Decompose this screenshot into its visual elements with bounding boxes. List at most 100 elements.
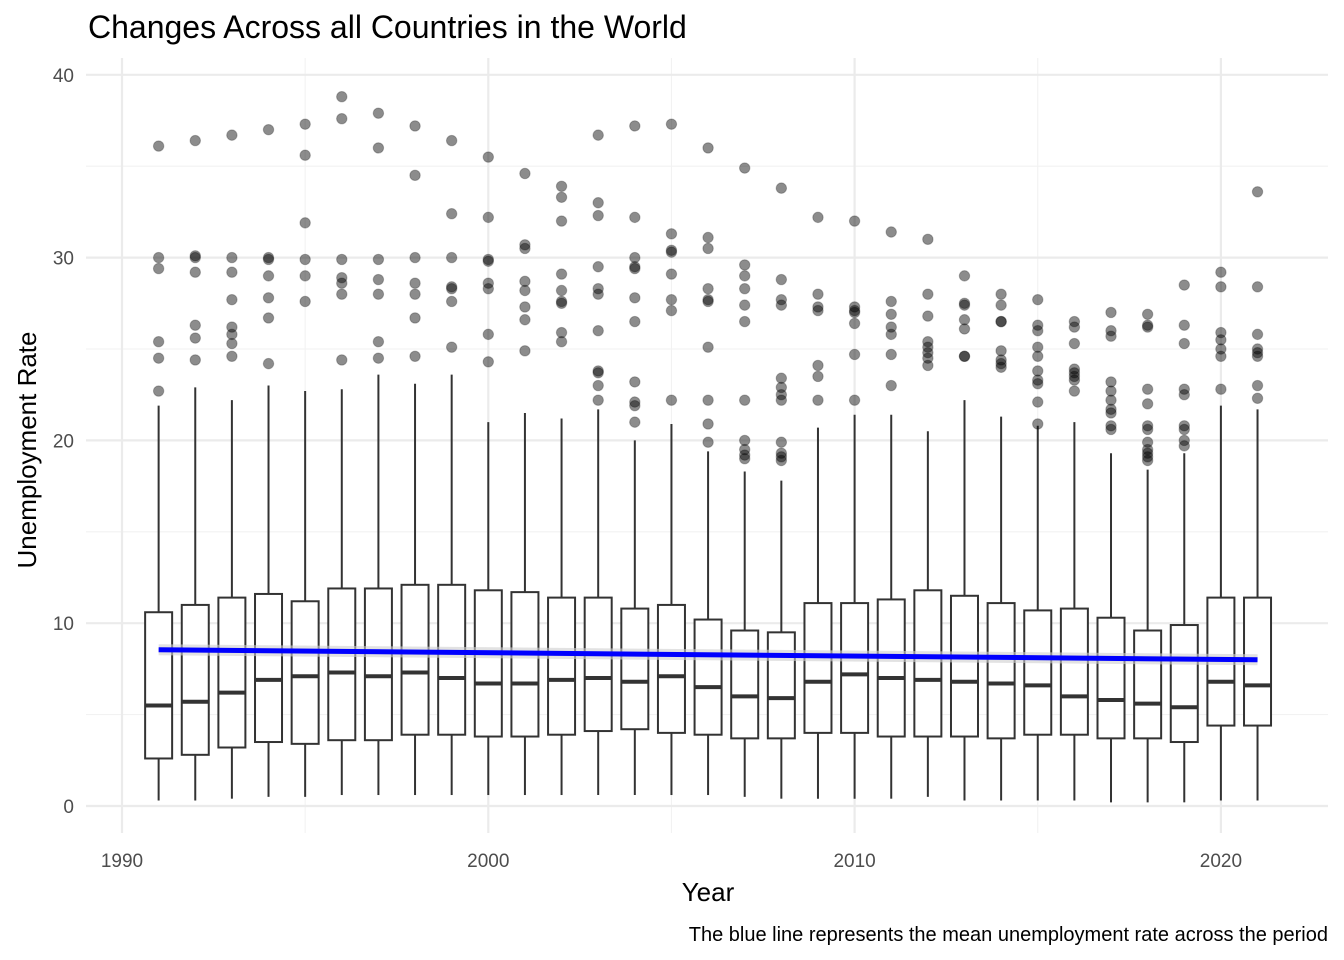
box-2021 xyxy=(1243,186,1273,801)
outlier-point xyxy=(372,107,385,119)
outlier-point xyxy=(1251,281,1264,293)
outlier-point xyxy=(299,295,311,308)
outlier-point xyxy=(848,348,861,361)
outlier-point xyxy=(1068,363,1081,375)
box-2001 xyxy=(510,167,540,796)
box-1994 xyxy=(254,123,284,797)
outlier-point xyxy=(1105,376,1117,388)
box-iqr xyxy=(876,598,906,738)
outlier-point xyxy=(629,376,641,388)
outlier-point xyxy=(629,416,641,428)
box-2017 xyxy=(1096,306,1126,803)
outlier-point xyxy=(482,253,494,266)
outlier-point xyxy=(1068,315,1081,328)
outlier-point xyxy=(1215,334,1227,346)
outlier-point xyxy=(519,345,531,357)
outlier-point xyxy=(665,394,678,406)
outlier-point xyxy=(1141,383,1154,395)
box-iqr xyxy=(510,591,540,738)
box-2015 xyxy=(1023,293,1053,801)
outlier-point xyxy=(1141,451,1154,463)
box-iqr xyxy=(400,583,430,736)
outlier-point xyxy=(226,337,238,350)
outlier-point xyxy=(445,281,458,293)
outlier-point xyxy=(739,299,751,311)
outlier-point xyxy=(775,389,788,401)
outlier-point xyxy=(519,284,531,297)
outlier-point xyxy=(995,315,1007,328)
outlier-point xyxy=(1105,403,1117,416)
outlier-point xyxy=(848,306,861,319)
outlier-point xyxy=(812,394,824,406)
outlier-point xyxy=(702,142,714,154)
outlier-point xyxy=(445,282,458,295)
outlier-point xyxy=(702,341,714,353)
outlier-point xyxy=(1178,434,1190,447)
outlier-point xyxy=(1178,319,1190,331)
outlier-point xyxy=(262,270,275,282)
outlier-point xyxy=(519,167,531,180)
outlier-point xyxy=(592,325,604,337)
outlier-point xyxy=(629,399,641,412)
outlier-point xyxy=(812,370,824,383)
box-iqr xyxy=(473,589,503,738)
box-1999 xyxy=(437,134,467,796)
outlier-point xyxy=(995,288,1007,300)
outlier-point xyxy=(739,434,751,447)
outlier-point xyxy=(372,142,385,154)
chart-caption: The blue line represents the mean unempl… xyxy=(689,924,1328,946)
box-2011 xyxy=(876,226,906,799)
outlier-point xyxy=(299,217,311,229)
outlier-point xyxy=(1032,319,1044,331)
outlier-point xyxy=(629,120,641,132)
outlier-point xyxy=(739,162,751,174)
outlier-point xyxy=(1251,346,1264,359)
outlier-point xyxy=(299,253,311,266)
outlier-point xyxy=(629,396,641,408)
outlier-point xyxy=(702,293,714,306)
box-1993 xyxy=(217,129,247,799)
outlier-point xyxy=(226,266,238,278)
outlier-point xyxy=(775,182,788,194)
outlier-point xyxy=(958,270,971,282)
outlier-point xyxy=(1141,321,1154,333)
box-2010 xyxy=(840,215,870,799)
box-iqr xyxy=(254,592,284,744)
outlier-point xyxy=(262,357,275,370)
y-axis-title: Unemployment Rate xyxy=(12,332,42,569)
mean-trend-line-group xyxy=(158,644,1258,666)
box-2005 xyxy=(656,118,686,796)
outlier-point xyxy=(555,268,568,280)
outlier-point xyxy=(1178,389,1190,401)
outlier-point xyxy=(665,228,678,240)
y-tick-label: 40 xyxy=(53,66,74,87)
outlier-point xyxy=(1215,343,1227,355)
box-iqr xyxy=(1169,624,1199,744)
outlier-point xyxy=(1215,350,1227,363)
outlier-point xyxy=(665,118,678,130)
y-axis-ticks: 0 10 20 30 40 xyxy=(53,66,74,818)
outlier-point xyxy=(848,301,861,313)
outlier-point xyxy=(775,372,788,384)
outlier-point xyxy=(922,310,934,322)
outlier-point xyxy=(1032,378,1044,390)
outlier-point xyxy=(592,394,604,406)
chart-title: Changes Across all Countries in the Worl… xyxy=(88,9,687,45)
outlier-point xyxy=(885,226,897,238)
outlier-point xyxy=(409,169,421,182)
outlier-point xyxy=(592,261,604,273)
outlier-point xyxy=(848,304,861,317)
outlier-point xyxy=(555,326,568,339)
outlier-point xyxy=(519,242,531,255)
outlier-point xyxy=(739,449,751,461)
outlier-point xyxy=(995,357,1007,370)
outlier-point xyxy=(812,301,824,313)
outlier-point xyxy=(885,379,897,392)
outlier-point xyxy=(702,242,714,255)
outlier-point xyxy=(958,297,971,309)
outlier-point xyxy=(629,262,641,275)
outlier-point xyxy=(1178,440,1190,452)
outlier-point xyxy=(702,436,714,448)
outlier-point xyxy=(665,246,678,258)
outlier-point xyxy=(299,270,311,282)
